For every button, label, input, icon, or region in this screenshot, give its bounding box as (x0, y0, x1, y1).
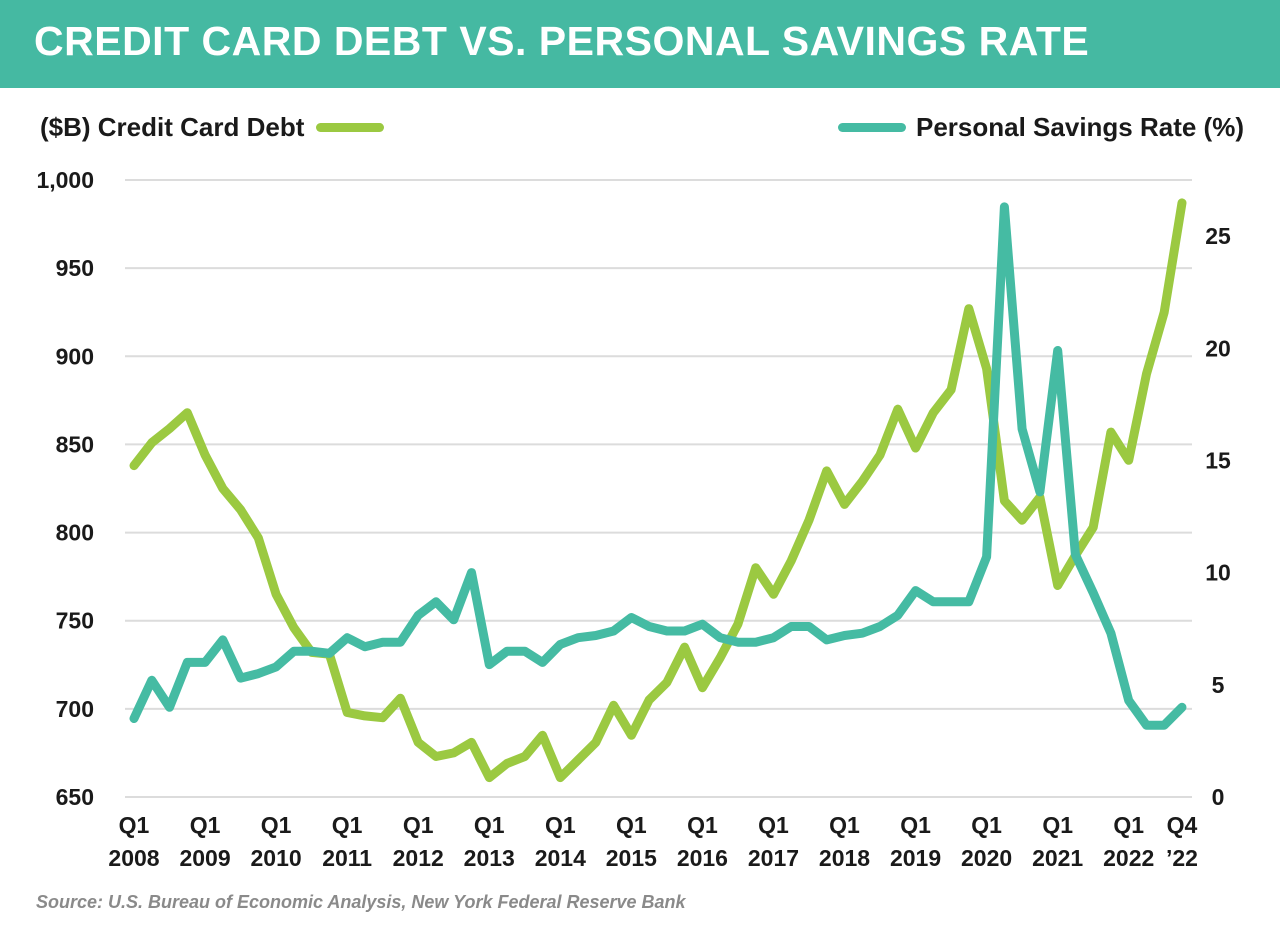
legend-savings-rate: Personal Savings Rate (%) (838, 112, 1244, 143)
title-banner: CREDIT CARD DEBT VS. PERSONAL SAVINGS RA… (0, 0, 1280, 88)
x-tick-label: 2009 (179, 845, 230, 871)
y-right-tick-label: 0 (1212, 784, 1225, 810)
source-note: Source: U.S. Bureau of Economic Analysis… (36, 892, 686, 912)
x-tick-label: 2016 (677, 845, 728, 871)
savings-rate-line (129, 202, 1187, 730)
x-tick-label: Q1 (545, 812, 576, 838)
x-tick-label: Q1 (190, 812, 221, 838)
legend-credit-card-debt: ($B) Credit Card Debt (40, 112, 385, 143)
y-right-tick-label: 20 (1205, 335, 1231, 361)
x-tick-label: 2010 (251, 845, 302, 871)
x-tick-label: Q1 (1113, 812, 1144, 838)
x-tick-label: Q1 (1042, 812, 1073, 838)
x-tick-label: Q1 (261, 812, 292, 838)
x-tick-label: Q1 (403, 812, 434, 838)
y-left-tick-label: 900 (56, 343, 94, 369)
x-tick-label: Q1 (687, 812, 718, 838)
legend-label-savings-rate: Personal Savings Rate (%) (916, 112, 1244, 142)
x-tick-label: 2019 (890, 845, 941, 871)
x-tick-label: 2014 (535, 845, 586, 871)
x-tick-label: 2020 (961, 845, 1012, 871)
x-tick-label: Q1 (829, 812, 860, 838)
x-tick-label: Q1 (332, 812, 363, 838)
x-tick-label: 2022 (1103, 845, 1154, 871)
x-tick-label: Q1 (971, 812, 1002, 838)
x-tick-label: ’22 (1166, 845, 1198, 871)
y-right-tick-label: 10 (1205, 560, 1231, 586)
y-right-tick-label: 15 (1205, 447, 1231, 473)
x-tick-label: 2013 (464, 845, 515, 871)
y-left-tick-label: 950 (56, 255, 94, 281)
credit-card-debt-line (129, 198, 1187, 783)
y-left-tick-label: 850 (56, 431, 94, 457)
y-left-tick-label: 750 (56, 608, 94, 634)
x-tick-label: 2008 (108, 845, 159, 871)
y-left-tick-label: 650 (56, 784, 94, 810)
legend-swatch-credit-card-debt (316, 123, 385, 132)
chart-title: CREDIT CARD DEBT VS. PERSONAL SAVINGS RA… (34, 18, 1090, 64)
x-tick-label: 2015 (606, 845, 657, 871)
x-tick-label: Q1 (900, 812, 931, 838)
x-tick-label: 2017 (748, 845, 799, 871)
legend-label-credit-card-debt: ($B) Credit Card Debt (40, 112, 305, 142)
x-tick-label: 2018 (819, 845, 870, 871)
x-tick-label: Q1 (119, 812, 150, 838)
x-tick-label: Q4 (1167, 812, 1198, 838)
y-left-tick-label: 800 (56, 520, 94, 546)
x-tick-label: 2011 (322, 845, 372, 871)
y-right-tick-label: 25 (1205, 223, 1231, 249)
y-right-tick-label: 5 (1212, 672, 1225, 698)
legend-swatch-savings-rate (838, 123, 906, 132)
x-tick-label: Q1 (474, 812, 505, 838)
x-tick-label: 2012 (393, 845, 444, 871)
y-left-tick-label: 700 (56, 696, 94, 722)
x-tick-label: 2021 (1032, 845, 1083, 871)
y-left-tick-label: 1,000 (36, 167, 94, 193)
x-tick-label: Q1 (616, 812, 647, 838)
x-tick-label: Q1 (758, 812, 789, 838)
